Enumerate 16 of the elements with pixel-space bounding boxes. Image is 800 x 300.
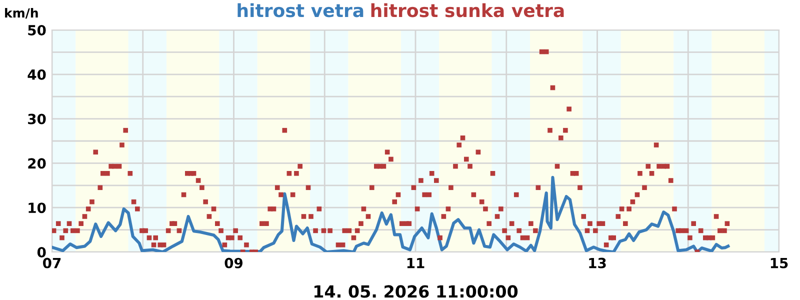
line-series xyxy=(52,176,730,252)
x-tick-label: 09 xyxy=(224,258,243,268)
y-tick-label: 10 xyxy=(28,202,46,214)
y-tick-label: 20 xyxy=(28,158,46,169)
y-tick-label: 30 xyxy=(28,114,46,124)
x-tick-label: 11 xyxy=(407,258,424,268)
text: hitrost vetra xyxy=(238,3,364,18)
y-tick-label: 0 xyxy=(37,246,46,258)
series-label: hitrost sunka vetra xyxy=(371,3,564,18)
y-tick-label: 50 xyxy=(28,24,46,36)
y-tick-label: 40 xyxy=(28,69,46,80)
x-tick-label: 15 xyxy=(770,258,788,268)
x-axis-title: 14. 05. 2026 11:00:00 xyxy=(314,285,518,298)
x-tick-label: 07 xyxy=(43,258,61,268)
x-tick-label: 13 xyxy=(589,258,606,268)
y-axis-title: km/h xyxy=(5,8,38,19)
